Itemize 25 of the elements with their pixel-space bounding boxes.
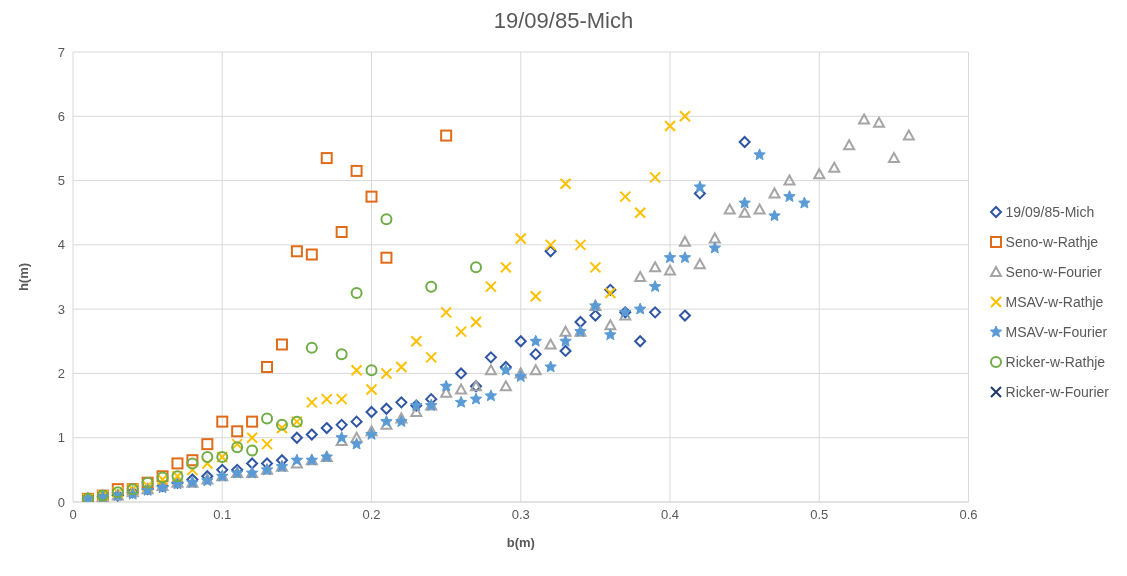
- y-tick-label: 7: [57, 44, 65, 60]
- y-tick-label: 0: [57, 494, 65, 510]
- legend-label: MSAV-w-Rathje: [1005, 294, 1104, 310]
- legend-label: 19/09/85-Mich: [1005, 204, 1095, 220]
- x-tick-label: 0.2: [362, 507, 381, 523]
- y-tick-label: 4: [57, 237, 65, 253]
- y-tick-label: 3: [57, 301, 65, 317]
- y-tick-label: 2: [57, 366, 65, 382]
- x-tick-label: 0.1: [213, 507, 232, 523]
- legend-label: Seno-w-Fourier: [1005, 264, 1103, 280]
- x-tick-label: 0.5: [810, 507, 829, 523]
- x-tick-label: 0.4: [660, 507, 680, 523]
- x-axis-title: b(m): [506, 535, 535, 550]
- y-tick-label: 1: [57, 430, 65, 446]
- x-tick-label: 0.6: [959, 507, 978, 523]
- legend-label: Seno-w-Rathje: [1005, 234, 1099, 250]
- y-tick-label: 6: [57, 108, 65, 124]
- legend-label: MSAV-w-Fourier: [1005, 324, 1108, 340]
- legend-label: Ricker-w-Rathje: [1005, 354, 1106, 370]
- y-tick-label: 5: [57, 173, 65, 189]
- chart-title: 19/09/85-Mich: [492, 8, 635, 35]
- y-axis-title: h(m): [15, 262, 31, 292]
- x-tick-label: 0: [69, 507, 77, 523]
- legend-label: Ricker-w-Fourier: [1005, 384, 1109, 400]
- x-tick-label: 0.3: [511, 507, 530, 523]
